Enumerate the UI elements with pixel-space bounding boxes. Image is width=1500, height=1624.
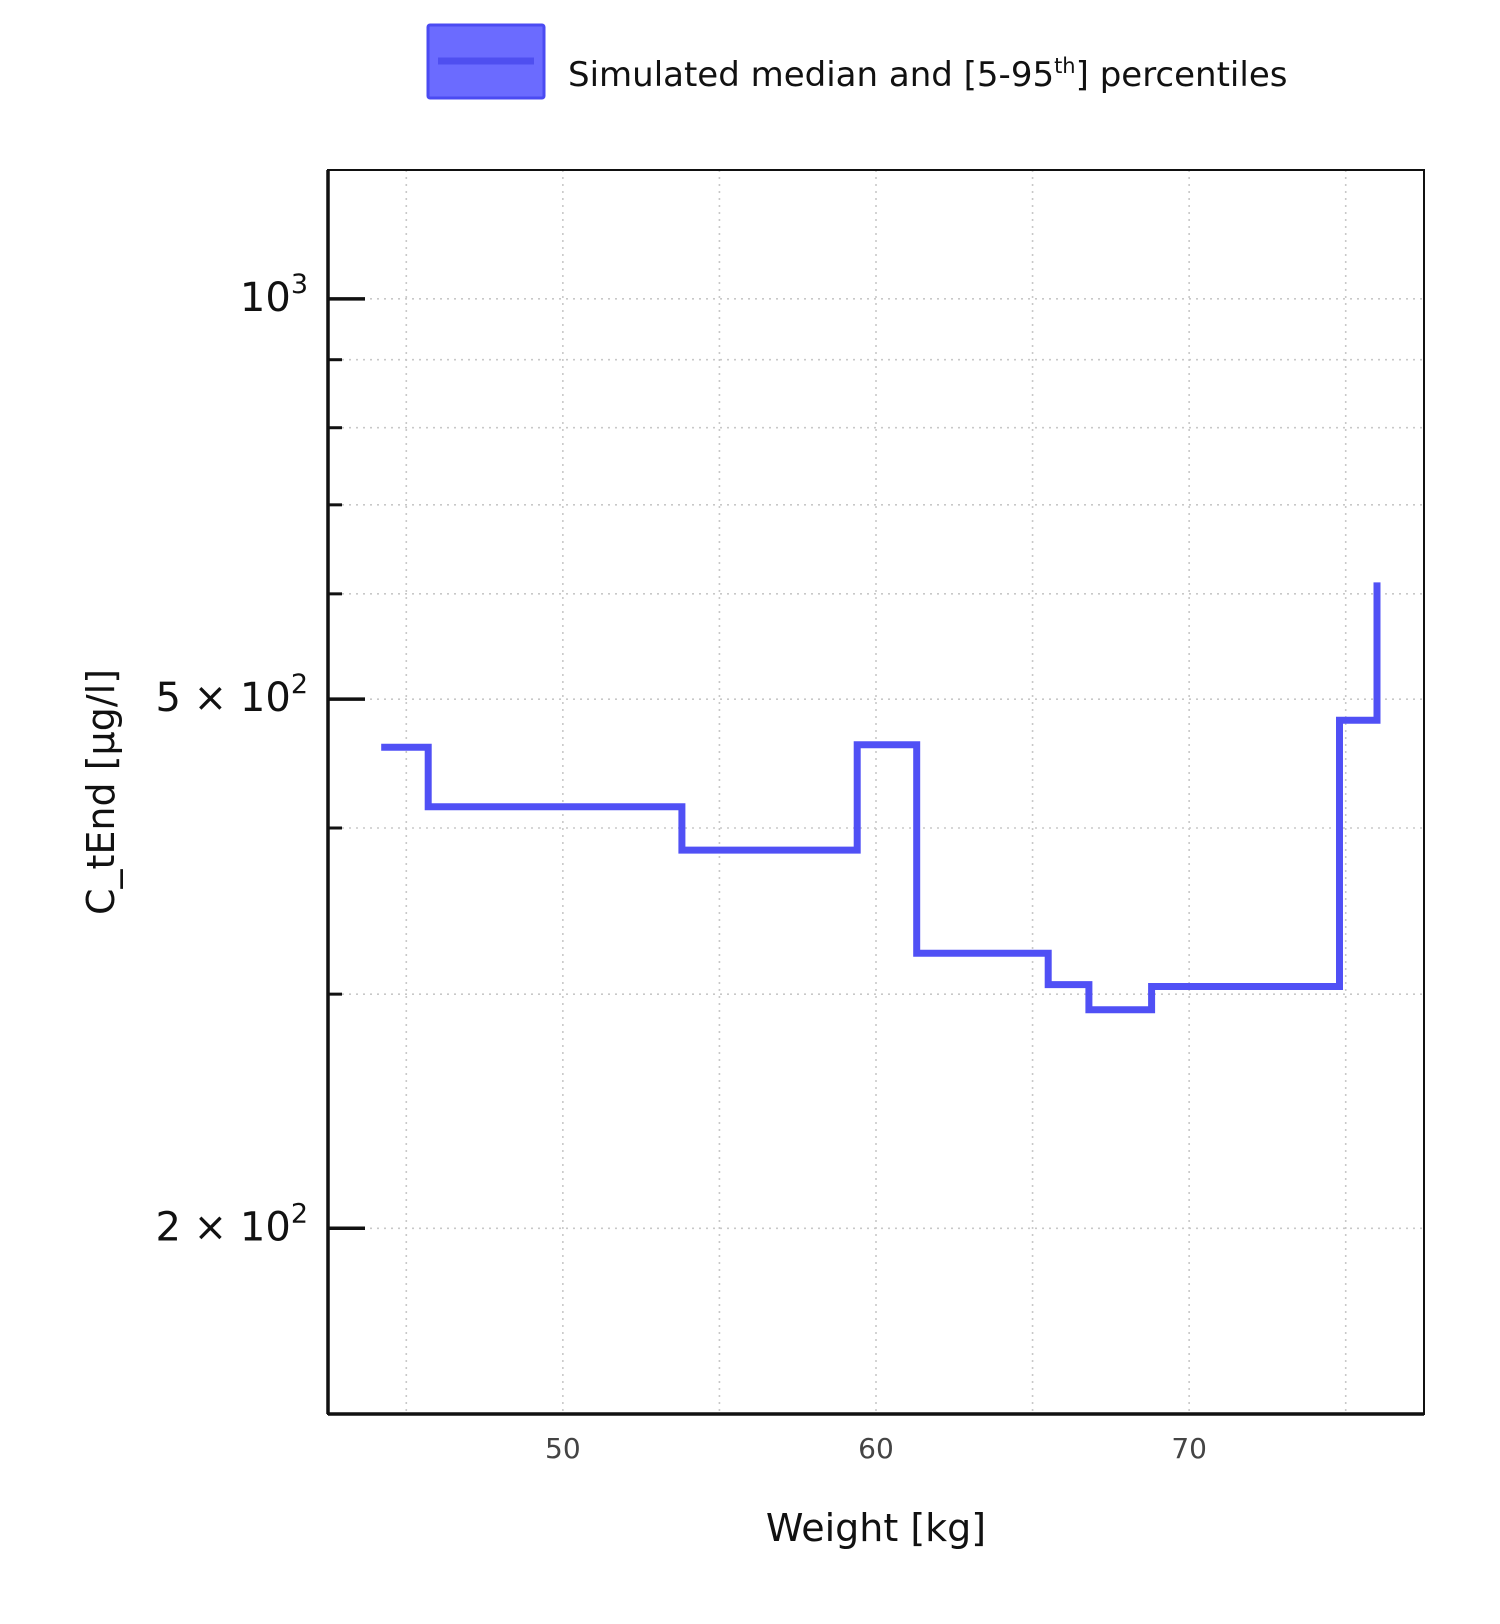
legend: Simulated median and [5-95th] percentile… [426,23,1287,100]
plot-panel [326,169,1425,1416]
legend-label-sup: th [1054,54,1076,78]
y-axis-title: C_tEnd [µg/l] [79,669,123,915]
grid-lines [328,170,1424,1414]
y-tick-label: 5 × 102 [156,669,308,721]
y-tick-labels: 103 5 × 102 2 × 102 [156,269,308,1250]
axis-ticks [328,297,365,1231]
series-line [381,582,1381,1014]
series-layer [381,582,1381,1014]
legend-label: Simulated median and [5-95th] percentile… [568,54,1287,95]
x-axis-title: Weight [kg] [766,1506,986,1550]
y-tick-label: 2 × 102 [156,1198,308,1250]
x-tick-labels: 50 60 70 [545,1432,1207,1465]
y-tick-label: 103 [240,269,308,321]
x-tick-label: 50 [545,1432,581,1465]
legend-label-main: Simulated median and [5-95 [568,55,1054,95]
x-tick-label: 70 [1171,1432,1207,1465]
x-tick-label: 60 [858,1432,894,1465]
legend-label-end: ] percentiles [1076,55,1288,95]
